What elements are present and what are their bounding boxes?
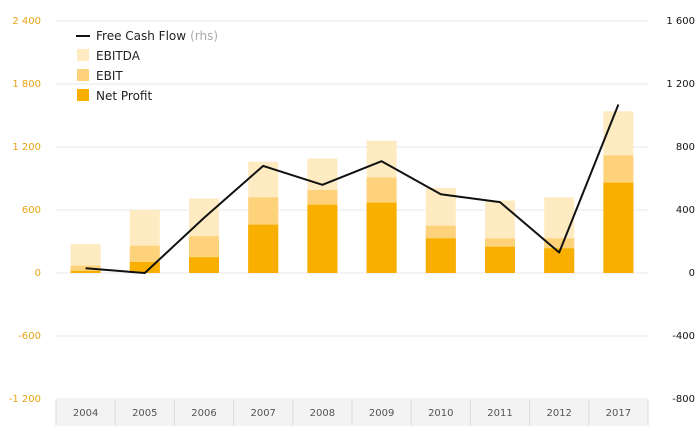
- legend: Free Cash Flow (rhs) EBITDA EBIT Net Prof…: [76, 29, 218, 103]
- right-axis-tick-label: 1 200: [666, 79, 695, 90]
- bars: [70, 111, 634, 273]
- legend-fcf-label: Free Cash Flow (rhs): [96, 29, 218, 43]
- x-axis-band: [55, 399, 649, 426]
- bar-net-profit: [70, 270, 101, 273]
- right-axis-tick-label: 400: [676, 205, 695, 216]
- bar-net-profit: [603, 182, 634, 273]
- left-axis: 2 400 1 800 1 200 600 0 -600 -1 200: [9, 16, 41, 405]
- x-axis-tick-label: 2006: [191, 408, 216, 419]
- x-axis-tick-label: 2005: [132, 408, 157, 419]
- x-axis-tick-label: 2008: [310, 408, 335, 419]
- free-cash-flow-line-group: [85, 104, 620, 274]
- legend-ebitda-label: EBITDA: [96, 49, 141, 63]
- bar-net-profit: [189, 257, 219, 273]
- right-axis-tick-label: 1 600: [666, 16, 695, 27]
- right-axis: 1 600 1 200 800 400 0 -400 -800: [666, 16, 695, 405]
- bar-net-profit: [129, 261, 160, 273]
- bar-net-profit: [307, 204, 338, 273]
- right-axis-tick-label: -800: [672, 394, 695, 405]
- x-axis-tick-label: 2010: [428, 408, 453, 419]
- left-axis-tick-label: -1 200: [9, 394, 41, 405]
- legend-ebitda-swatch: [77, 49, 89, 61]
- legend-fcf-text: Free Cash Flow: [96, 29, 186, 43]
- left-axis-tick-label: 600: [22, 205, 41, 216]
- bar-net-profit: [248, 224, 279, 273]
- x-axis-tick-label: 2007: [250, 408, 275, 419]
- left-axis-tick-label: 1 200: [12, 142, 41, 153]
- left-axis-tick-label: 1 800: [12, 79, 41, 90]
- x-axis-tick-label: 2011: [487, 408, 512, 419]
- legend-ebit-label: EBIT: [96, 69, 123, 83]
- free-cash-flow-line: [85, 104, 620, 274]
- left-axis-tick-label: -600: [18, 331, 41, 342]
- right-axis-tick-label: 800: [676, 142, 695, 153]
- bar-net-profit: [366, 202, 397, 273]
- x-axis-tick-label: 2009: [369, 408, 394, 419]
- x-axis: 2004 2005 2006 2007 2008 2009 2010 2011 2012 2017: [73, 408, 631, 419]
- left-axis-tick-label: 2 400: [12, 16, 41, 27]
- x-axis-tick-label: 2012: [546, 408, 571, 419]
- bar-net-profit: [485, 246, 515, 273]
- legend-net-profit-swatch: [77, 89, 89, 101]
- legend-ebit-swatch: [77, 69, 89, 81]
- legend-net-profit-label: Net Profit: [96, 89, 152, 103]
- x-axis-tick-label: 2017: [606, 408, 631, 419]
- x-axis-tick-label: 2004: [73, 408, 98, 419]
- right-axis-tick-label: 0: [689, 268, 695, 279]
- bar-net-profit: [425, 238, 456, 273]
- legend-fcf-rhs: (rhs): [190, 29, 218, 43]
- bar-ebit: [70, 265, 101, 273]
- left-axis-tick-label: 0: [35, 268, 41, 279]
- right-axis-tick-label: -400: [672, 331, 695, 342]
